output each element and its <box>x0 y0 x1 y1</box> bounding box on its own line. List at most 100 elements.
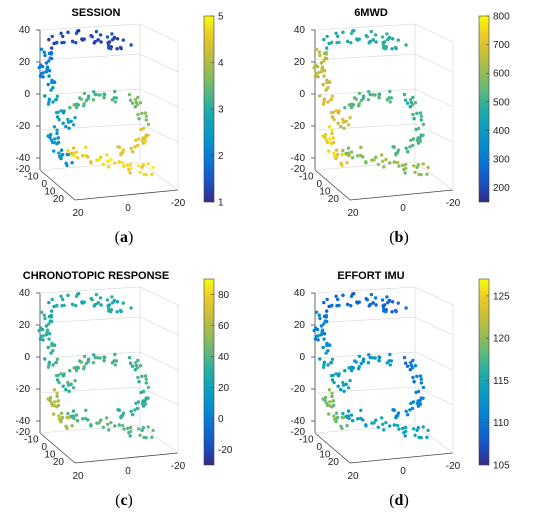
scatter-point <box>415 428 419 432</box>
axis-line <box>349 189 454 201</box>
caption-letter: c <box>120 492 127 509</box>
scatter-point <box>330 128 334 132</box>
scatter-point <box>316 334 320 338</box>
scatter-point <box>389 359 394 363</box>
scatter-point <box>346 39 350 44</box>
scatter-point <box>322 37 326 42</box>
scatter-point <box>39 47 44 51</box>
scatter-point <box>86 359 90 364</box>
scatter-point <box>326 349 330 353</box>
colorbar-tick-label: 60 <box>218 321 230 332</box>
scatter-point <box>64 387 68 392</box>
panel-caption: (d) <box>389 492 409 509</box>
scatter-point <box>384 47 388 51</box>
scatter-point <box>55 394 59 399</box>
scatter-point <box>55 128 59 132</box>
scatter-point <box>133 368 137 372</box>
scatter-point <box>344 382 348 386</box>
scatter-point <box>341 383 346 387</box>
scatter-point <box>415 165 419 169</box>
scatter-point <box>91 98 96 102</box>
scatter-point <box>405 364 410 368</box>
scatter-point <box>408 368 412 372</box>
scatter-point <box>332 151 336 155</box>
scatter-point <box>406 150 410 154</box>
scatter-point <box>384 310 388 314</box>
scatter-point <box>42 50 46 54</box>
scatter-point <box>71 123 76 127</box>
scatter-point <box>329 110 334 115</box>
scatter-point <box>66 148 70 153</box>
scatter-point <box>314 47 319 51</box>
scatter-point <box>341 411 345 416</box>
scatter-point <box>50 34 54 39</box>
scatter-point <box>329 41 334 45</box>
scatter-point <box>325 78 329 83</box>
scatter-point <box>134 363 138 368</box>
scatter-point <box>140 165 144 169</box>
z-tick-label: 20 <box>294 320 306 331</box>
scatter-point <box>394 151 398 156</box>
scatter-point <box>105 35 110 39</box>
scatter-point <box>404 43 408 47</box>
scatter-point <box>143 374 148 378</box>
scatter-point <box>396 148 401 152</box>
scatter-point <box>343 369 347 373</box>
scatter-point <box>47 59 51 63</box>
scatter-point <box>331 136 335 140</box>
scatter-point <box>377 359 381 363</box>
scatter-point <box>367 304 371 308</box>
scatter-point <box>321 365 326 369</box>
scatter-point <box>143 111 148 115</box>
scatter-point <box>47 37 51 42</box>
scatter-point <box>106 43 111 47</box>
scatter-point <box>51 363 55 367</box>
scatter-point <box>55 142 59 146</box>
scatter-point <box>134 98 138 102</box>
scatter-point <box>409 401 413 405</box>
scatter-point <box>121 148 126 152</box>
scatter-point <box>325 56 329 61</box>
scatter-point <box>366 361 371 365</box>
axis-line <box>314 169 351 201</box>
scatter-point <box>57 154 62 159</box>
scatter-point <box>38 74 43 78</box>
scatter-point <box>330 394 334 399</box>
scatter-point <box>51 100 55 104</box>
scatter-point <box>324 401 329 405</box>
scatter-point <box>74 31 79 36</box>
scatter-point <box>319 324 324 328</box>
y-tick-label: -20 <box>446 461 461 472</box>
caption-close: ) <box>403 492 408 509</box>
scatter-point <box>66 117 70 122</box>
scatter-point <box>137 427 141 431</box>
scatter-point <box>334 148 339 152</box>
scatter-point <box>141 389 146 394</box>
scatter-point <box>381 422 385 426</box>
colorbar-tick-label: 3 <box>218 105 224 116</box>
scatter-point <box>318 357 322 361</box>
scatter-point <box>415 111 419 116</box>
scatter-point <box>128 98 133 102</box>
scatter-point <box>410 143 415 148</box>
scatter-point <box>384 420 388 425</box>
scatter-point <box>46 82 50 87</box>
scatter-point <box>44 70 48 74</box>
scatter-point <box>138 364 143 368</box>
scatter-point <box>380 416 384 420</box>
scatter-point <box>133 145 137 149</box>
scatter-point <box>114 96 119 100</box>
scatter-point <box>327 149 331 153</box>
scatter-point <box>144 377 148 381</box>
chart-title: EFFORT IMU <box>337 270 404 282</box>
scatter-point <box>110 295 114 299</box>
scatter-point <box>115 310 119 314</box>
scatter-point <box>337 40 341 45</box>
scatter-point <box>343 106 347 110</box>
scatter-point <box>59 148 64 152</box>
caption-open: ( <box>115 229 120 246</box>
scatter-point <box>89 423 93 427</box>
scatter-point <box>56 399 60 403</box>
scatter-point <box>105 416 109 420</box>
